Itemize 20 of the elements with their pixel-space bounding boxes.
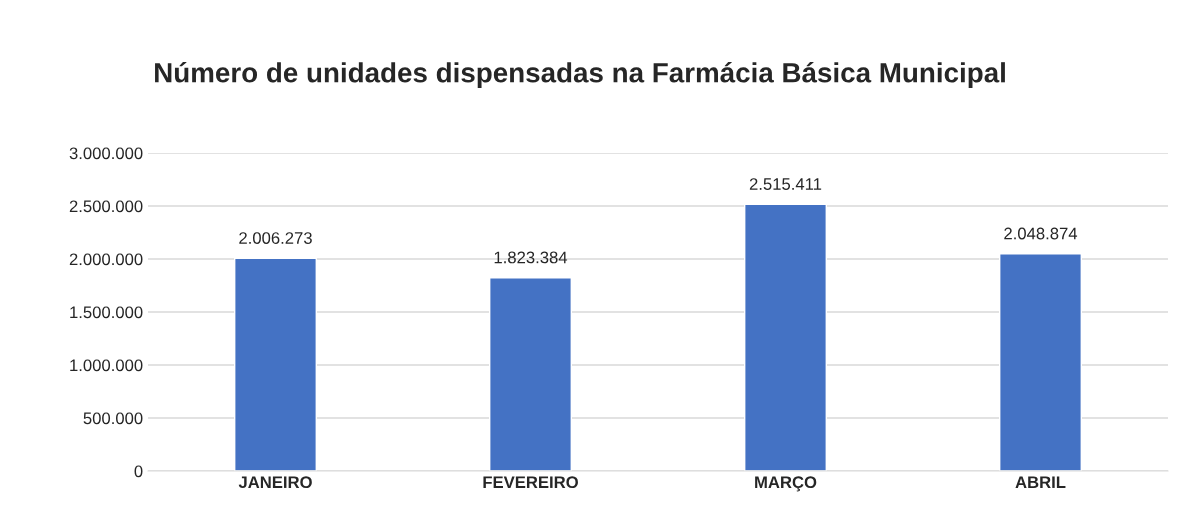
bar xyxy=(234,257,317,471)
data-label: 2.515.411 xyxy=(749,178,822,190)
y-tick-label: 2.000.000 xyxy=(69,253,143,266)
chart-title: Número de unidades dispensadas na Farmácia Básica Municipal xyxy=(155,61,1005,89)
y-tick-label: 1.000.000 xyxy=(70,359,143,372)
x-tick-label: ABRIL xyxy=(1015,476,1066,488)
data-label: 2.048.874 xyxy=(1004,227,1078,240)
data-label: 1.823.384 xyxy=(494,251,568,264)
bar xyxy=(744,203,827,471)
y-tick-label: 500.000 xyxy=(83,412,143,425)
data-label: 2.006.273 xyxy=(239,232,312,244)
bar xyxy=(489,277,572,471)
y-tick-label: 1.500.000 xyxy=(70,306,143,319)
x-tick-label: JANEIRO xyxy=(238,476,312,489)
bar xyxy=(999,253,1082,471)
y-tick-label: 2.500.000 xyxy=(69,200,143,213)
x-tick-label: FEVEREIRO xyxy=(483,476,578,489)
y-tick-label: 0 xyxy=(134,465,143,478)
y-tick-label: 3.000.000 xyxy=(69,147,143,160)
x-tick-label: MARÇO xyxy=(755,476,817,492)
